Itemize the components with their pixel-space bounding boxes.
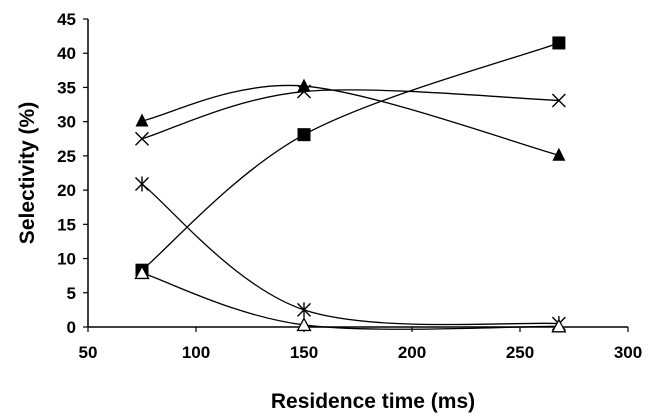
axes — [83, 18, 629, 332]
series-line-x — [141, 89, 559, 140]
series-lines — [141, 42, 560, 330]
data-point-x — [551, 93, 566, 108]
x-axis-title: Residence time (ms) — [271, 390, 475, 413]
y-tick-label: 30 — [57, 113, 76, 132]
y-tick-label: 40 — [57, 44, 76, 63]
x-tick-label: 200 — [398, 343, 426, 362]
data-point-filled-triangle — [297, 78, 311, 92]
y-tick-label: 15 — [57, 215, 76, 234]
data-point-open-triangle — [134, 265, 150, 280]
data-point-filled-triangle — [552, 147, 566, 161]
series-line-asterisk — [141, 183, 559, 326]
x-tick-label: 50 — [79, 343, 98, 362]
y-tick-label: 20 — [57, 181, 76, 200]
x-tick-label: 250 — [506, 343, 534, 362]
data-point-filled-square — [297, 128, 311, 142]
y-tick-label: 5 — [67, 284, 76, 303]
data-point-open-triangle — [296, 317, 312, 332]
x-tick-label: 300 — [614, 343, 642, 362]
series-line-filled-square — [141, 42, 560, 271]
y-tick-label: 0 — [67, 318, 76, 337]
data-point-x — [297, 84, 311, 99]
series-markers — [134, 36, 567, 333]
y-tick-label: 25 — [57, 147, 76, 166]
data-point-asterisk — [135, 176, 149, 192]
y-tick-label: 35 — [57, 78, 76, 97]
data-point-filled-triangle — [135, 113, 149, 127]
data-point-open-triangle — [551, 318, 567, 333]
series-line-filled-triangle — [141, 84, 560, 156]
data-point-asterisk — [297, 302, 311, 318]
data-point-filled-square — [552, 36, 566, 50]
tick-labels: 0 5 10 15 20 25 30 35 40 45 50 100 150 200 250 300 — [57, 10, 642, 362]
data-point-x — [135, 131, 149, 146]
series-line-open-triangle — [141, 272, 559, 330]
y-tick-label: 10 — [57, 250, 76, 269]
x-tick-label: 150 — [290, 343, 318, 362]
y-tick-label: 45 — [57, 10, 76, 29]
y-axis-title: Selectivity (%) — [16, 102, 39, 244]
x-tick-label: 100 — [182, 343, 210, 362]
